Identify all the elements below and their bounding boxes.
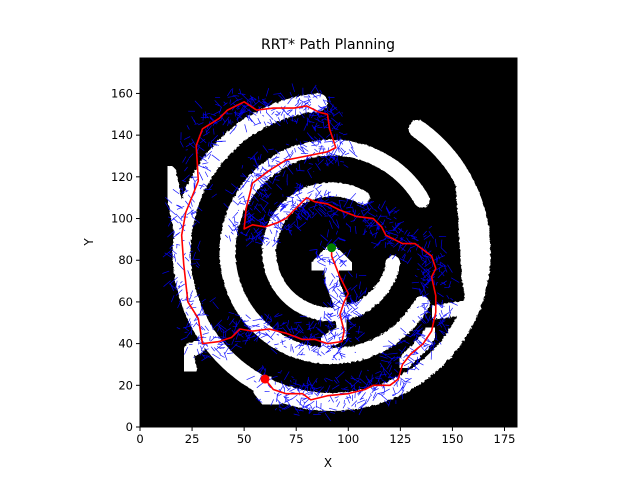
maze-corridor (428, 180, 481, 320)
x-tick-label: 75 (289, 432, 304, 446)
y-axis-label: Y (82, 238, 96, 247)
maze-corridor (262, 182, 401, 322)
maze-corridor (162, 165, 189, 243)
x-tick-label: 175 (494, 432, 516, 446)
axes-frame (139, 57, 518, 428)
y-tick-label: 120 (111, 170, 133, 184)
x-tick-label: 25 (185, 432, 200, 446)
maze-corridor (219, 139, 430, 365)
y-tick-label: 100 (111, 212, 133, 226)
y-tick-label: 0 (126, 420, 133, 434)
x-axis-label: X (324, 456, 332, 470)
maze-corridor (178, 336, 210, 376)
y-tick-label: 60 (118, 295, 133, 309)
x-tick-label: 0 (136, 432, 143, 446)
y-tick-label: 80 (118, 253, 133, 267)
y-tick-label: 160 (111, 86, 133, 100)
x-axis-ticks: 0 25 50 75 100 125 150 175 (136, 427, 515, 446)
y-tick-label: 140 (111, 128, 133, 142)
path-layer (180, 100, 437, 401)
x-tick-label: 100 (337, 432, 359, 446)
chart-title: RRT* Path Planning (261, 37, 395, 53)
y-axis-ticks: 0 20 40 60 80 100 120 140 160 (111, 86, 140, 434)
maze-free-space (162, 93, 491, 411)
x-tick-label: 50 (237, 432, 252, 446)
start-point (260, 374, 270, 384)
path-line (180, 100, 437, 401)
plot-area (140, 58, 517, 427)
y-tick-label: 20 (118, 378, 133, 392)
x-tick-label: 150 (441, 432, 463, 446)
maze-corridor (172, 93, 491, 411)
x-tick-label: 125 (389, 432, 411, 446)
goal-point (327, 243, 337, 253)
y-tick-label: 40 (118, 337, 133, 351)
